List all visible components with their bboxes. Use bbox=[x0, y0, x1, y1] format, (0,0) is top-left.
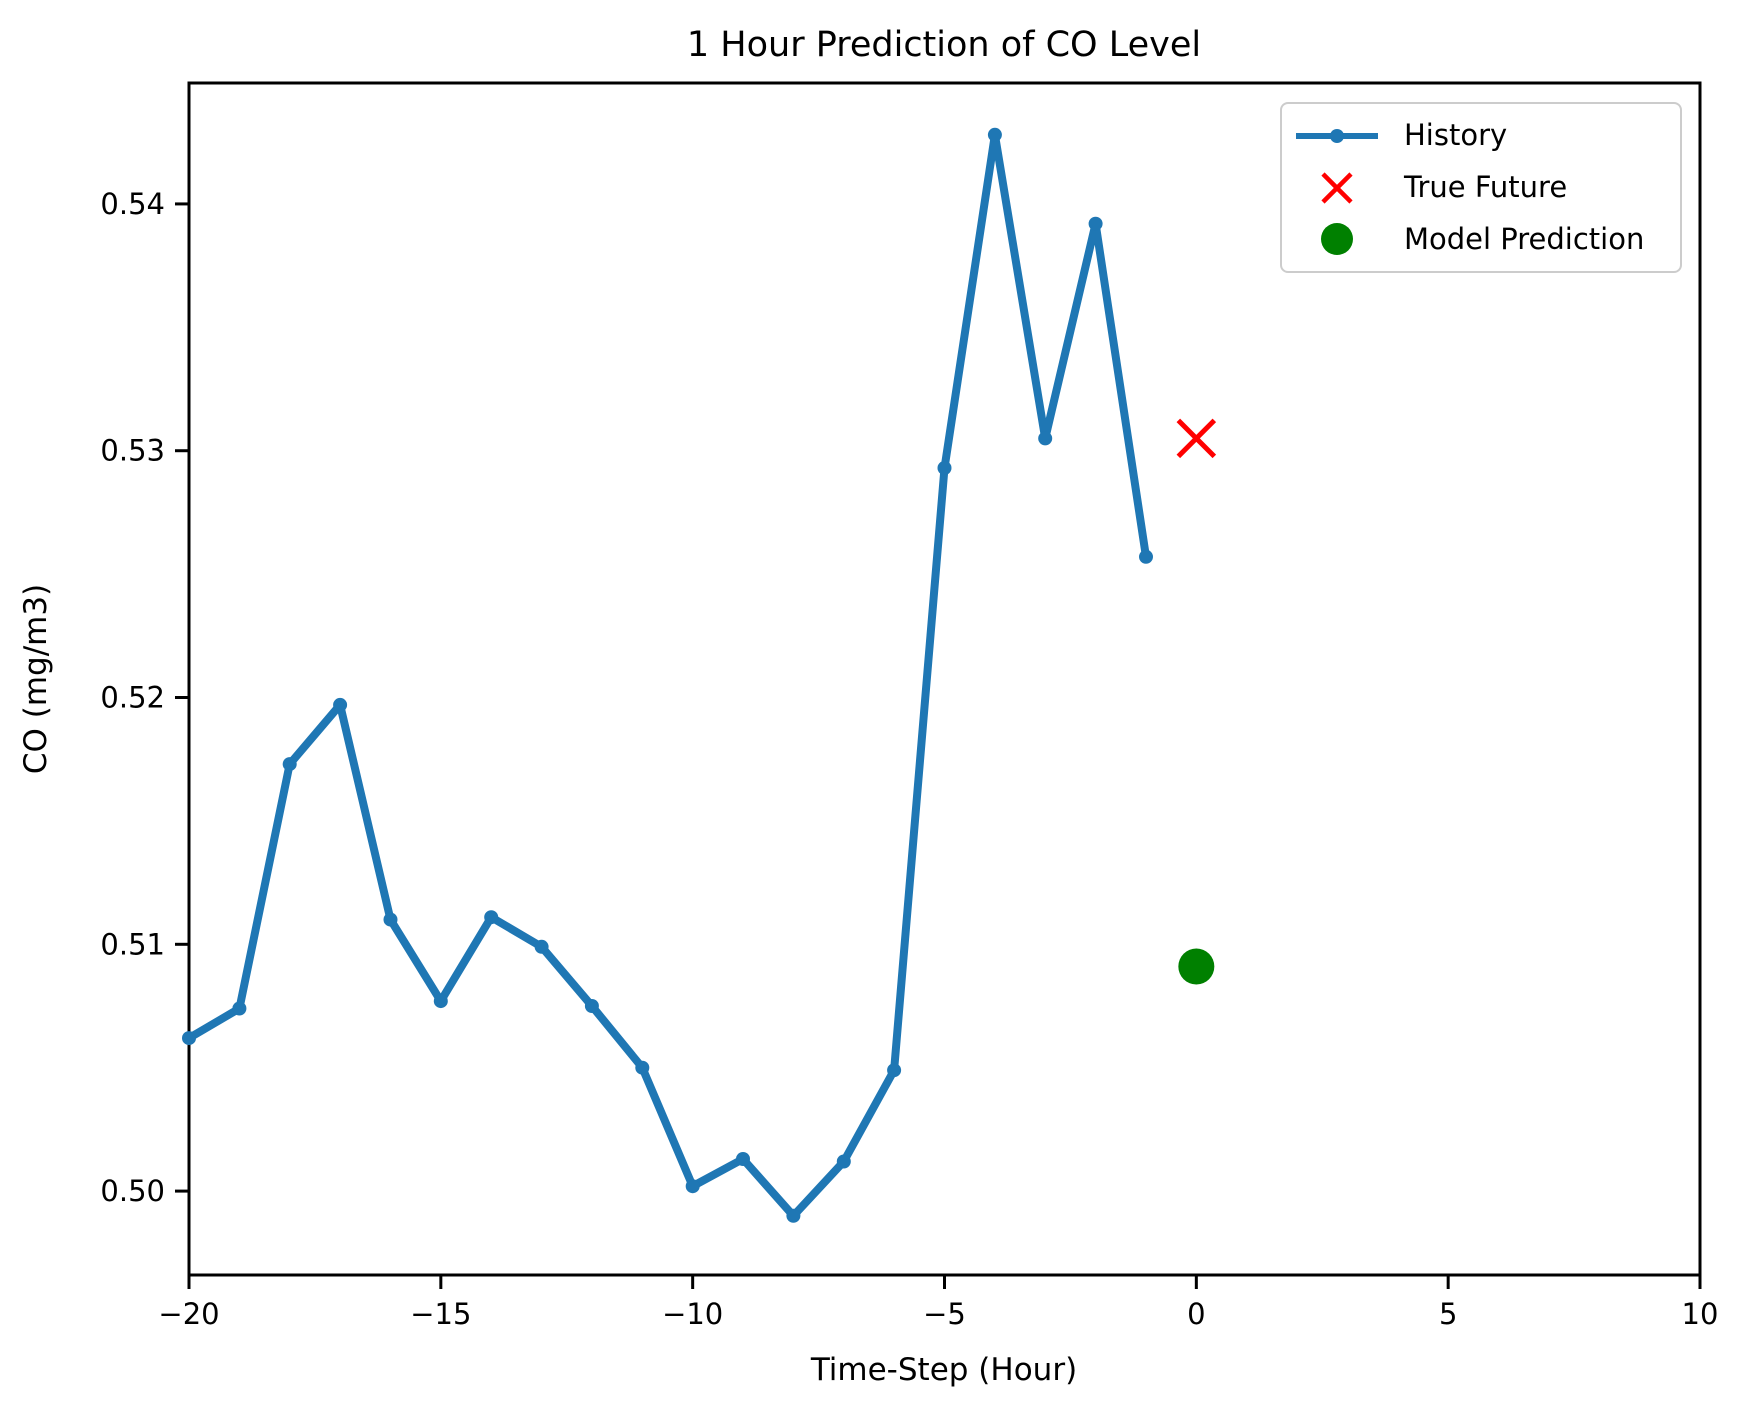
plot-area: −20 −15 −10 −5 0 5 10 0.50 0.51 0.52 0.53 0.54 bbox=[100, 81, 1719, 1331]
legend-entry: History bbox=[1292, 114, 1670, 158]
history-point-marker bbox=[433, 994, 448, 1009]
legend-x-sample bbox=[1321, 171, 1353, 204]
history-point-marker bbox=[836, 1154, 851, 1169]
x-tick-label: −15 bbox=[410, 1297, 471, 1331]
history-point-marker bbox=[987, 127, 1002, 142]
legend-label: Model Prediction bbox=[1404, 221, 1645, 256]
history-point-marker bbox=[584, 999, 599, 1013]
y-tick-label: 0.51 bbox=[100, 927, 165, 961]
x-tick-label: 10 bbox=[1682, 1297, 1719, 1331]
legend-x-icon bbox=[1321, 171, 1353, 204]
history-point-marker bbox=[1038, 431, 1053, 446]
legend: History True Future Model Prediction bbox=[1280, 102, 1682, 273]
x-tick-label: 0 bbox=[1187, 1297, 1205, 1331]
history-point-marker bbox=[635, 1060, 650, 1075]
chart-title: 1 Hour Prediction of CO Level bbox=[687, 25, 1201, 65]
y-tick-label: 0.53 bbox=[100, 434, 165, 468]
legend-point-sample bbox=[1330, 128, 1344, 143]
x-tick-label: −10 bbox=[662, 1297, 723, 1331]
legend-point-icon bbox=[1296, 128, 1378, 143]
legend-entry: Model Prediction bbox=[1292, 217, 1670, 261]
history-point-marker bbox=[182, 1031, 196, 1046]
y-axis-label: CO (mg/m3) bbox=[18, 584, 54, 774]
history-point-marker bbox=[534, 939, 549, 954]
legend-label: True Future bbox=[1404, 170, 1568, 204]
y-tick-label: 0.54 bbox=[100, 187, 165, 221]
legend-circle-icon bbox=[1321, 223, 1353, 256]
history-point-marker bbox=[887, 1063, 902, 1078]
history-point-marker bbox=[786, 1208, 801, 1223]
history-point-marker bbox=[1139, 549, 1153, 564]
legend-circle-sample bbox=[1321, 223, 1353, 256]
history-point-marker bbox=[937, 461, 952, 475]
y-tick-label: 0.52 bbox=[100, 681, 165, 715]
model-prediction-marker bbox=[1178, 948, 1215, 985]
x-tick-label: −20 bbox=[158, 1297, 219, 1331]
true-future-marker bbox=[1176, 418, 1217, 459]
x-tick-label: 5 bbox=[1439, 1297, 1457, 1331]
history-point-marker bbox=[333, 697, 348, 712]
history-point-marker bbox=[282, 757, 297, 772]
history-point-marker bbox=[685, 1179, 700, 1194]
legend-label: History bbox=[1404, 118, 1508, 153]
history-line bbox=[185, 130, 1150, 1220]
history-point-marker bbox=[383, 912, 398, 927]
history-point-marker bbox=[736, 1152, 750, 1166]
x-axis-label: Time-Step (Hour) bbox=[810, 1352, 1077, 1388]
history-point-marker bbox=[1088, 216, 1103, 231]
y-tick-label: 0.50 bbox=[100, 1174, 165, 1208]
history-point-marker bbox=[484, 910, 499, 925]
x-tick-label: −5 bbox=[923, 1297, 966, 1331]
history-point-marker bbox=[232, 1001, 247, 1016]
legend-entry: True Future bbox=[1292, 166, 1670, 210]
